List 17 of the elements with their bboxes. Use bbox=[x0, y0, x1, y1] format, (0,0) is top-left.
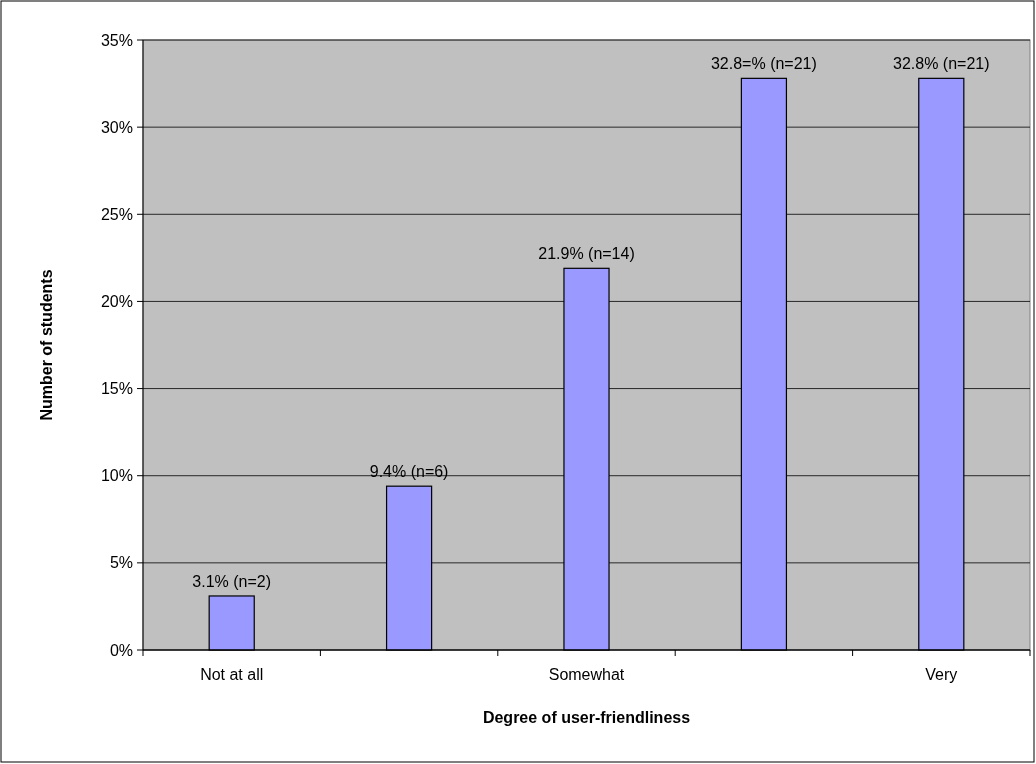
y-tick-label: 25% bbox=[100, 205, 133, 223]
y-axis-title: Number of students bbox=[38, 269, 55, 421]
data-label: 3.1% (n=2) bbox=[192, 572, 272, 590]
data-label: 32.8=% (n=21) bbox=[710, 55, 817, 73]
x-tick-label: Not at all bbox=[200, 666, 264, 683]
y-tick-label: 20% bbox=[100, 293, 133, 311]
y-tick-label: 30% bbox=[100, 118, 133, 136]
y-tick-label: 15% bbox=[100, 380, 133, 398]
y-tick-label: 35% bbox=[100, 31, 133, 49]
y-tick-label: 10% bbox=[100, 467, 133, 485]
x-axis-title: Degree of user-friendliness bbox=[482, 709, 691, 726]
x-tick-label: Somewhat bbox=[548, 666, 625, 683]
y-tick-label: 5% bbox=[109, 554, 133, 572]
data-label: 21.9% (n=14) bbox=[538, 245, 635, 263]
data-label: 32.8% (n=21) bbox=[893, 55, 990, 73]
x-tick-label: Very bbox=[925, 666, 958, 683]
y-tick-label: 0% bbox=[109, 641, 133, 659]
